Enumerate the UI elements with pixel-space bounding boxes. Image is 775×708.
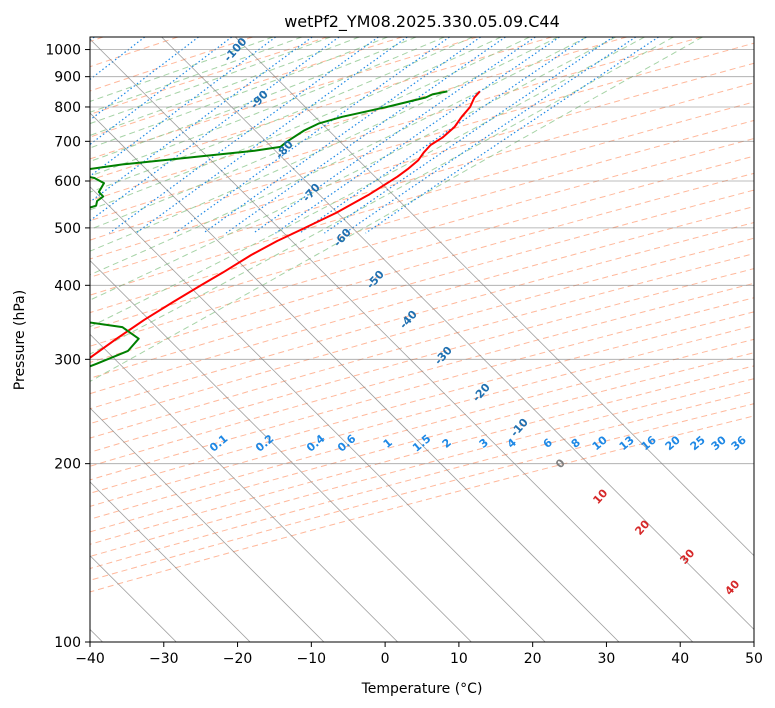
dry-adiabat: [90, 297, 754, 481]
y-tick-label: 100: [54, 635, 81, 651]
x-tick-label: 20: [524, 651, 542, 667]
dewpoint-line: [90, 90, 448, 368]
x-tick-label: −10: [297, 651, 327, 667]
dry-adiabat: [90, 172, 754, 363]
y-tick-label: 400: [54, 278, 81, 294]
isotherm: [161, 37, 754, 630]
dry-adiabat: [90, 138, 754, 331]
mixing-ratio-line: [365, 37, 659, 234]
x-tick-label: 50: [745, 651, 763, 667]
x-axis-label: Temperature (°C): [361, 681, 483, 697]
dry-adiabat: [90, 222, 754, 410]
y-tick-label: 1000: [45, 43, 81, 59]
moist-adiabat: [90, 37, 559, 252]
dry-adiabat: [90, 37, 702, 222]
temperature-line: [90, 90, 481, 360]
isotherm: [90, 112, 620, 642]
y-tick-label: 800: [54, 100, 81, 116]
dry-adiabat: [90, 37, 478, 160]
x-tick-label: −30: [149, 651, 179, 667]
mixing-ratio-line: [299, 37, 587, 234]
dry-adiabat: [90, 365, 754, 545]
isotherm: [90, 186, 546, 642]
moist-adiabat: [90, 37, 674, 355]
x-tick-label: 0: [381, 651, 390, 667]
y-tick-label: 700: [54, 134, 81, 150]
moist-adiabat: [90, 37, 645, 328]
moist-adiabat: [90, 37, 473, 193]
x-tick-label: −20: [223, 651, 253, 667]
y-tick-label: 300: [54, 352, 81, 368]
x-tick-label: −40: [75, 651, 105, 667]
plot-frame: [89, 36, 755, 643]
isotherm: [90, 38, 694, 642]
x-tick-label: 10: [450, 651, 468, 667]
dry-adiabat: [90, 282, 754, 467]
mixing-ratio-line: [275, 37, 560, 234]
y-tick-label: 500: [54, 221, 81, 237]
mixing-ratio-line: [253, 37, 536, 234]
dry-adiabat: [90, 62, 754, 260]
dry-adiabat: [90, 352, 754, 533]
moist-adiabat: [90, 37, 616, 301]
moist-adiabat: [90, 37, 303, 113]
mixing-ratio-line: [174, 37, 450, 234]
mixing-ratio-line: [90, 37, 340, 222]
isotherm: [235, 37, 754, 557]
mixing-ratio-line: [109, 37, 379, 234]
moist-adiabat: [90, 37, 502, 211]
dry-adiabat: [90, 119, 754, 314]
moist-adiabat: [90, 37, 703, 382]
moist-adiabat: [90, 37, 530, 231]
x-tick-label: 30: [598, 651, 616, 667]
isotherm: [90, 333, 398, 642]
mixing-ratio-line: [90, 37, 276, 177]
mixing-ratio-line: [90, 37, 233, 146]
mixing-ratio-line: [90, 37, 313, 203]
dry-adiabat: [90, 37, 253, 92]
moist-adiabat: [90, 37, 331, 125]
isotherm: [90, 260, 472, 642]
chart-title: wetPf2_YM08.2025.330.05.09.C44: [284, 12, 560, 32]
dry-adiabat: [90, 37, 403, 138]
isotherm: [90, 407, 325, 642]
y-tick-label: 200: [54, 457, 81, 473]
y-tick-label: 600: [54, 174, 81, 190]
moist-adiabat: [90, 37, 417, 162]
dry-adiabat: [90, 37, 627, 202]
x-tick-label: 40: [671, 651, 689, 667]
y-axis-label: Pressure (hPa): [12, 290, 28, 390]
moist-adiabat: [90, 37, 274, 102]
dry-adiabat: [90, 325, 754, 507]
dry-adiabat: [90, 155, 754, 347]
moist-adiabat: [90, 37, 588, 276]
y-tick-label: 900: [54, 70, 81, 86]
dry-adiabat: [90, 390, 754, 570]
isotherm: [90, 481, 251, 642]
mixing-ratio-line: [135, 37, 408, 234]
